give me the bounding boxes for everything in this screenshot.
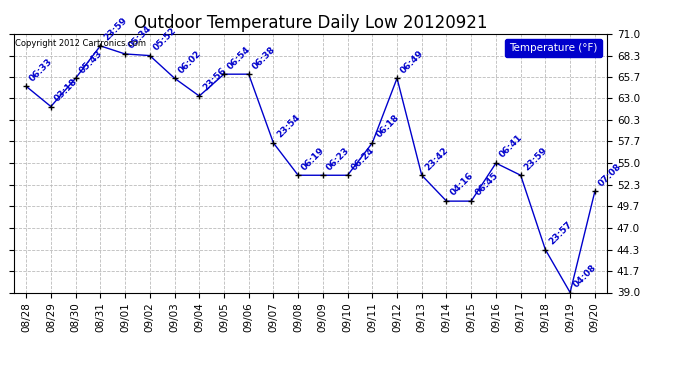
Text: 23:42: 23:42 [424,146,451,172]
Text: 06:54: 06:54 [226,44,253,71]
Text: 23:54: 23:54 [275,113,302,140]
Text: 06:49: 06:49 [399,48,426,75]
Text: 05:52: 05:52 [152,26,178,53]
Text: 03:18: 03:18 [53,77,79,103]
Text: 06:41: 06:41 [498,133,524,160]
Text: 06:18: 06:18 [374,113,401,140]
Text: 05:34: 05:34 [127,24,154,51]
Text: 04:16: 04:16 [448,171,475,198]
Text: 06:19: 06:19 [300,146,327,172]
Legend: Temperature (°F): Temperature (°F) [505,39,602,57]
Title: Outdoor Temperature Daily Low 20120921: Outdoor Temperature Daily Low 20120921 [134,14,487,32]
Text: 23:59: 23:59 [522,146,549,172]
Text: 23:56: 23:56 [201,66,228,93]
Text: 23:59: 23:59 [102,16,129,43]
Text: 06:02: 06:02 [177,48,203,75]
Text: 06:33: 06:33 [28,57,55,83]
Text: 06:24: 06:24 [350,146,376,172]
Text: 06:38: 06:38 [250,44,277,71]
Text: 06:23: 06:23 [325,146,351,172]
Text: 04:08: 04:08 [572,263,599,289]
Text: 05:43: 05:43 [77,48,104,75]
Text: 23:57: 23:57 [547,220,574,246]
Text: 07:08: 07:08 [597,162,623,188]
Text: Copyright 2012 Cartronics.com: Copyright 2012 Cartronics.com [15,39,146,48]
Text: 06:45: 06:45 [473,171,500,198]
